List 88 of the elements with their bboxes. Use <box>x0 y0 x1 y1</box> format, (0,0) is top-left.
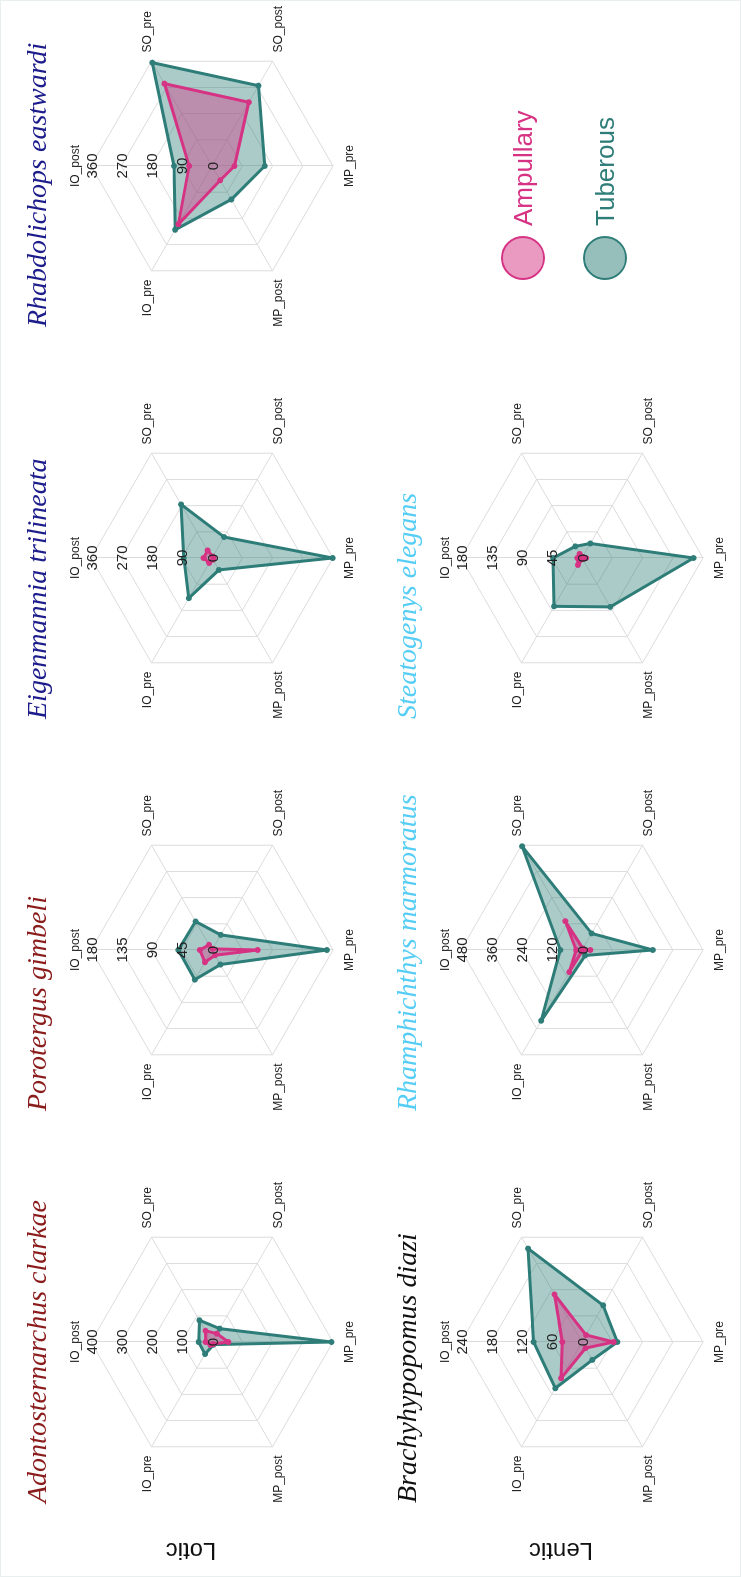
spoke-label: IO_pre <box>509 1063 524 1101</box>
spoke-label: MP_pre <box>342 536 356 580</box>
spoke-label: MP_pre <box>712 928 726 972</box>
spoke-label: IO_post <box>68 536 82 580</box>
y-tick-label: 90 <box>173 157 191 175</box>
text: Eigenmannia trilineata <box>20 458 52 720</box>
spoke-label: MP_pre <box>712 1320 726 1364</box>
y-tick-label: 90 <box>143 941 160 959</box>
y-tick-label: 300 <box>112 1329 130 1355</box>
spoke-label: SO_post <box>640 397 655 445</box>
spoke-label: SO_post <box>270 397 285 445</box>
y-tick-label: 270 <box>112 153 130 179</box>
spoke-label: MP_post <box>640 1062 655 1111</box>
spoke-label: MP_pre <box>712 536 726 580</box>
text: Lentic <box>528 1538 594 1566</box>
spoke-label: IO_pre <box>139 671 154 709</box>
y-tick-label: 180 <box>143 153 160 179</box>
spoke-label: IO_pre <box>509 1455 524 1493</box>
spoke-label: MP_post <box>270 1062 285 1111</box>
text: Steatogenys elegans <box>390 492 422 719</box>
y-tick-label: 135 <box>482 545 500 571</box>
y-tick-label: 400 <box>82 1329 100 1355</box>
spoke-label: SO_pre <box>509 1186 524 1229</box>
y-tick-label: 360 <box>82 153 100 179</box>
y-tick-label: 200 <box>143 1329 160 1355</box>
spoke-label: MP_post <box>270 670 285 719</box>
spoke-label: SO_post <box>270 789 285 837</box>
y-tick-label: 0 <box>203 945 221 955</box>
y-tick-label: 120 <box>513 1329 530 1355</box>
spoke-label: MP_post <box>640 1454 655 1503</box>
spoke-label: SO_post <box>640 1181 655 1229</box>
y-tick-label: 60 <box>543 1333 561 1351</box>
text: Ampullary <box>507 110 539 226</box>
spoke-label: IO_post <box>68 1320 82 1364</box>
spoke-label: MP_pre <box>342 144 356 188</box>
spoke-label: IO_post <box>438 536 452 580</box>
text: Porotergus gimbeli <box>20 896 52 1112</box>
text: Tuberous <box>589 117 621 226</box>
y-tick-label: 135 <box>112 937 130 963</box>
y-tick-label: 0 <box>573 1337 591 1347</box>
spoke-label: MP_post <box>270 1454 285 1503</box>
spoke-label: MP_pre <box>342 928 356 972</box>
spoke-label: SO_post <box>640 789 655 837</box>
text: Lotic <box>165 1538 217 1566</box>
y-tick-label: 100 <box>173 1329 191 1355</box>
text: Brachyhypopomus diazi <box>390 1233 422 1503</box>
y-tick-label: 45 <box>173 941 191 959</box>
y-tick-label: 0 <box>573 553 591 563</box>
spoke-label: SO_pre <box>509 794 524 837</box>
y-tick-label: 180 <box>482 1329 500 1355</box>
y-tick-label: 240 <box>513 937 530 963</box>
spoke-label: SO_post <box>270 5 285 53</box>
y-tick-label: 90 <box>513 549 530 567</box>
y-tick-label: 270 <box>112 545 130 571</box>
y-tick-label: 240 <box>452 1329 470 1355</box>
spoke-label: SO_pre <box>139 1186 154 1229</box>
y-tick-label: 360 <box>482 937 500 963</box>
y-tick-label: 180 <box>143 545 160 571</box>
spoke-label: IO_pre <box>139 1063 154 1101</box>
spoke-label: IO_pre <box>139 1455 154 1493</box>
spoke-label: SO_pre <box>509 402 524 445</box>
spoke-label: IO_pre <box>139 279 154 317</box>
y-tick-label: 0 <box>203 161 221 171</box>
spoke-label: SO_pre <box>139 402 154 445</box>
text: Rhabdolichops eastwardi <box>20 42 52 328</box>
y-tick-label: 360 <box>82 545 100 571</box>
y-tick-label: 180 <box>452 545 470 571</box>
spoke-label: MP_pre <box>342 1320 356 1364</box>
y-tick-label: 120 <box>543 937 561 963</box>
y-tick-label: 0 <box>203 553 221 563</box>
spoke-label: IO_pre <box>509 671 524 709</box>
y-tick-label: 180 <box>82 937 100 963</box>
y-tick-label: 0 <box>203 1337 221 1347</box>
text: Rhamphichthys marmoratus <box>390 794 422 1112</box>
spoke-label: SO_pre <box>139 794 154 837</box>
spoke-label: SO_pre <box>139 10 154 53</box>
y-tick-label: 0 <box>573 945 591 955</box>
spoke-label: SO_post <box>270 1181 285 1229</box>
spoke-label: MP_post <box>640 670 655 719</box>
y-tick-label: 45 <box>543 549 561 567</box>
spoke-label: IO_post <box>68 928 82 972</box>
spoke-label: IO_post <box>438 1320 452 1364</box>
text: Adontosternarchus clarkae <box>20 1199 52 1505</box>
y-tick-label: 90 <box>173 549 191 567</box>
spoke-label: MP_post <box>270 278 285 327</box>
spoke-label: IO_post <box>68 144 82 188</box>
y-tick-label: 480 <box>452 937 470 963</box>
spoke-label: IO_post <box>438 928 452 972</box>
